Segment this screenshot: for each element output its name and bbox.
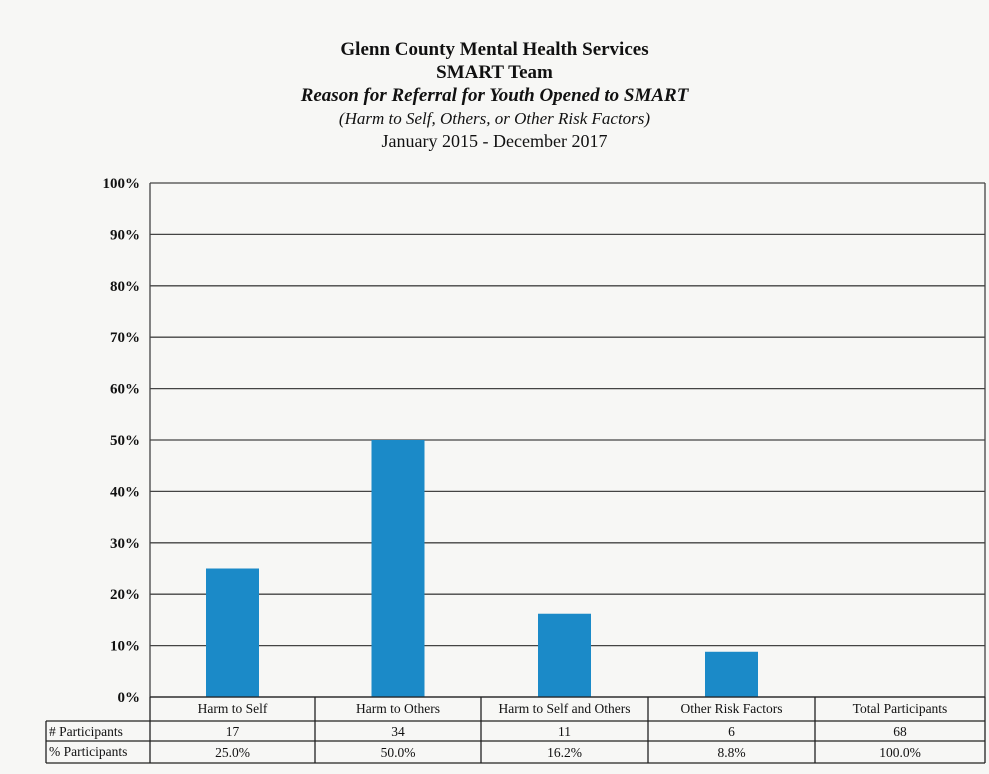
y-tick-label: 80% <box>110 279 140 295</box>
y-tick-label: 20% <box>110 587 140 603</box>
bar <box>371 440 425 697</box>
bar <box>538 613 591 697</box>
category-label: Harm to Others <box>356 701 440 716</box>
row-header: # Participants <box>49 724 123 739</box>
participants-count: 6 <box>728 724 735 739</box>
participants-percent: 8.8% <box>717 745 745 760</box>
participants-count: 34 <box>391 724 405 739</box>
participants-percent: 50.0% <box>381 745 416 760</box>
participants-count: 68 <box>893 724 907 739</box>
y-tick-label: 70% <box>110 330 140 346</box>
participants-percent: 25.0% <box>215 745 250 760</box>
participants-percent: 100.0% <box>879 745 921 760</box>
y-tick-label: 0% <box>118 690 141 706</box>
y-tick-label: 30% <box>110 536 140 552</box>
category-label: Other Risk Factors <box>681 701 783 716</box>
bar <box>206 568 259 697</box>
y-tick-label: 100% <box>103 176 141 192</box>
chart-titles: Glenn County Mental Health Services SMAR… <box>0 38 989 153</box>
bar <box>705 651 758 697</box>
y-tick-label: 60% <box>110 382 140 398</box>
y-tick-label: 90% <box>110 227 140 243</box>
chart-date-range: January 2015 - December 2017 <box>381 131 608 151</box>
chart-title: Reason for Referral for Youth Opened to … <box>300 85 689 106</box>
y-tick-label: 40% <box>110 484 140 500</box>
chart-subtitle: (Harm to Self, Others, or Other Risk Fac… <box>338 109 651 128</box>
y-tick-label: 50% <box>110 433 140 449</box>
row-header: % Participants <box>49 744 127 759</box>
category-label: Total Participants <box>853 701 948 716</box>
category-label: Harm to Self <box>198 701 268 716</box>
category-label: Harm to Self and Others <box>499 701 631 716</box>
chart-title-team: SMART Team <box>436 62 553 83</box>
y-tick-label: 10% <box>110 639 140 655</box>
chart-title-org: Glenn County Mental Health Services <box>340 39 649 60</box>
participants-count: 17 <box>226 724 240 739</box>
participants-percent: 16.2% <box>547 745 582 760</box>
participants-count: 11 <box>558 724 571 739</box>
